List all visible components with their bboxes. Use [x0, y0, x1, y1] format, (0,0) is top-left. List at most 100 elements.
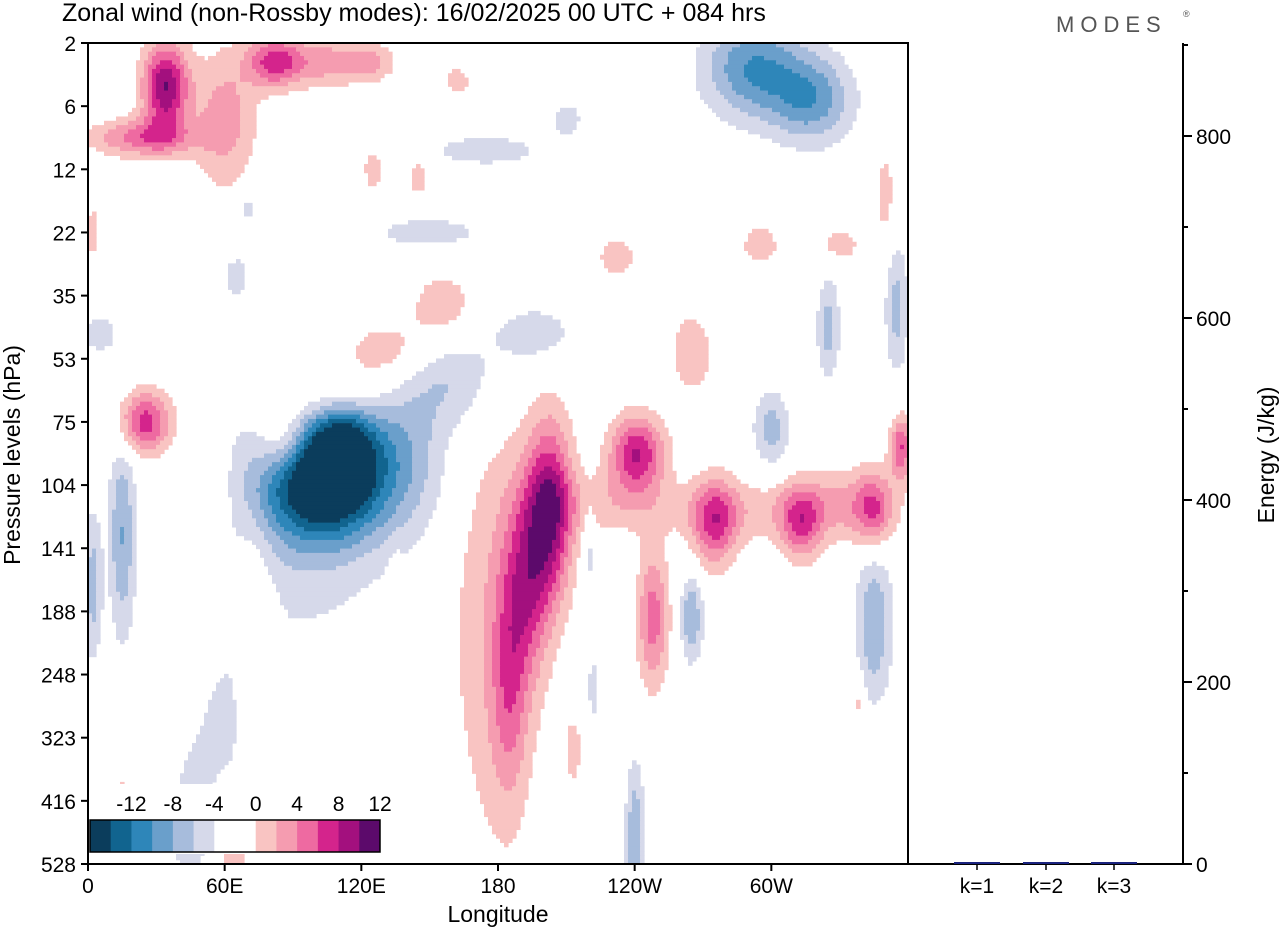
heatmap-cell: [532, 483, 541, 489]
heatmap-cell: [304, 436, 309, 442]
heatmap-cell: [516, 488, 525, 493]
heatmap-cell: [856, 513, 869, 519]
heatmap-cell: [812, 535, 825, 541]
heatmap-cell: [664, 470, 677, 476]
heatmap-cell: [532, 704, 545, 710]
heatmap-cell: [516, 315, 553, 321]
heatmap-cell: [284, 453, 293, 459]
heatmap-cell: [412, 479, 425, 485]
heatmap-cell: [216, 686, 233, 692]
heatmap-cell: [564, 531, 573, 537]
heatmap-cell: [120, 535, 125, 541]
heatmap-cell: [460, 591, 485, 597]
heatmap-cell: [488, 557, 501, 563]
heatmap-cell: [536, 492, 557, 498]
heatmap-cell: [540, 596, 549, 602]
heatmap-cell: [484, 695, 497, 701]
heatmap-cell: [608, 453, 617, 459]
heatmap-cell: [828, 246, 853, 252]
heatmap-cell: [492, 643, 501, 649]
heatmap-cell: [512, 535, 521, 541]
heatmap-cell: [864, 591, 885, 597]
heatmap-cell: [600, 254, 633, 260]
heatmap-cell: [404, 401, 441, 407]
heatmap-cell: [500, 570, 509, 576]
heatmap-cell: [604, 246, 629, 252]
heatmap-cell: [96, 583, 105, 589]
heatmap-cell: [504, 691, 517, 697]
heatmap-cell: [92, 125, 117, 131]
heatmap-cell: [452, 68, 461, 74]
heatmap-cell: [528, 561, 545, 567]
heatmap-cell: [164, 107, 169, 113]
heatmap-cell: [528, 496, 537, 502]
heatmap-cell: [132, 561, 137, 567]
heatmap-cell: [680, 613, 685, 619]
heatmap-cell: [500, 734, 517, 740]
heatmap-cell: [636, 643, 645, 649]
heatmap-cell: [632, 760, 637, 766]
heatmap-cell: [120, 410, 129, 416]
heatmap-cell: [884, 297, 893, 303]
heatmap-cell: [236, 142, 253, 148]
heatmap-cell: [288, 466, 297, 472]
heatmap-cell: [640, 548, 665, 554]
heatmap-cell: [488, 738, 501, 744]
heatmap-cell: [260, 73, 293, 79]
heatmap-cell: [172, 68, 181, 74]
heatmap-cell: [268, 68, 285, 74]
heatmap-cell: [660, 652, 669, 658]
heatmap-cell: [880, 488, 893, 493]
heatmap-cell: [556, 470, 565, 476]
heatmap-cell: [304, 444, 309, 450]
heatmap-cell: [568, 565, 577, 571]
heatmap-cell: [556, 488, 565, 493]
heatmap-cell: [364, 410, 437, 416]
heatmap-cell: [500, 738, 517, 744]
heatmap-cell: [152, 81, 157, 87]
heatmap-cell: [96, 578, 105, 584]
heatmap-cell: [400, 466, 413, 472]
heatmap-cell: [528, 712, 541, 718]
heatmap-cell: [484, 639, 493, 645]
heatmap-cell: [568, 488, 573, 493]
heatmap-cell: [748, 509, 773, 515]
heatmap-cell: [528, 457, 537, 463]
heatmap-cell: [880, 194, 893, 200]
heatmap-cell: [488, 570, 501, 576]
heatmap-cell: [720, 535, 729, 541]
heatmap-cell: [896, 440, 909, 446]
heatmap-cell: [660, 613, 665, 619]
heatmap-cell: [688, 639, 697, 645]
heatmap-cell: [148, 68, 153, 74]
heatmap-cell: [316, 414, 329, 420]
heatmap-cell: [88, 539, 101, 545]
heatmap-cell: [88, 574, 97, 580]
heatmap-cell: [568, 513, 573, 519]
heatmap-cell: [384, 479, 397, 485]
heatmap-cell: [132, 557, 137, 563]
heatmap-cell: [424, 284, 461, 290]
heatmap-cell: [752, 254, 769, 260]
heatmap-cell: [116, 561, 133, 567]
heatmap-cell: [744, 501, 777, 506]
heatmap-cell: [640, 859, 645, 865]
heatmap-cell: [700, 90, 721, 96]
heatmap-cell: [648, 660, 661, 666]
heatmap-cell: [140, 77, 149, 83]
heatmap-cell: [88, 630, 101, 636]
heatmap-cell: [524, 660, 533, 666]
heatmap-cell: [624, 833, 629, 839]
heatmap-cell: [88, 522, 101, 528]
heatmap-cell: [128, 410, 133, 416]
heatmap-cell: [532, 613, 541, 619]
heatmap-cell: [280, 501, 289, 506]
heatmap-cell: [536, 444, 561, 450]
heatmap-cell: [544, 479, 553, 485]
heatmap-cell: [792, 492, 817, 498]
heatmap-cell: [780, 548, 793, 554]
heatmap-cell: [152, 77, 157, 83]
heatmap-cell: [736, 505, 745, 511]
heatmap-cell: [300, 440, 305, 446]
heatmap-cell: [88, 570, 97, 576]
